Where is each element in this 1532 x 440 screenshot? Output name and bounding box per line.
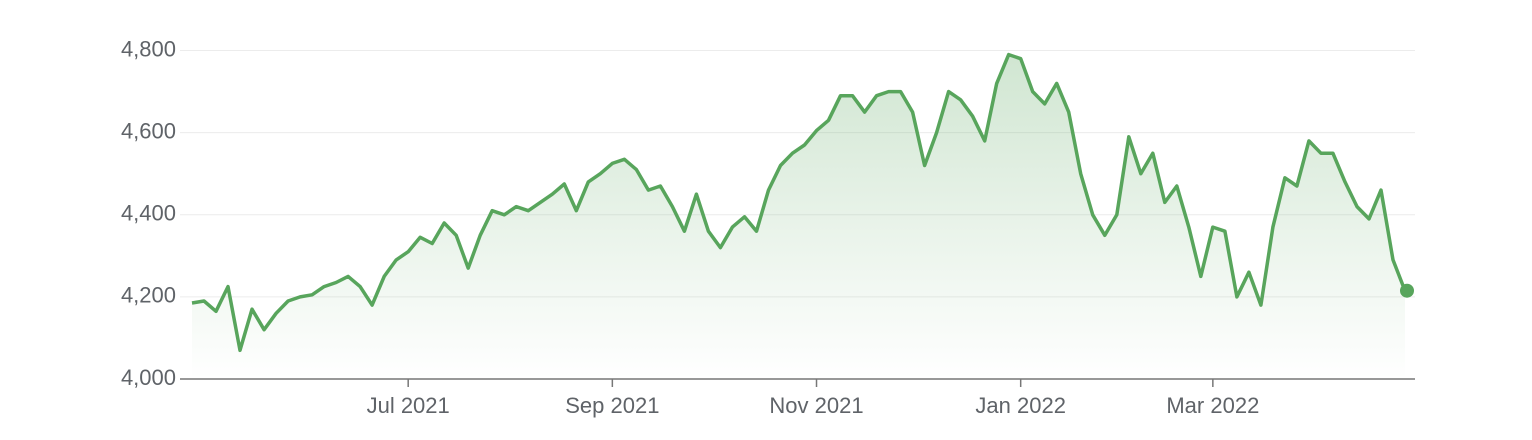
y-tick-label: 4,600 bbox=[121, 118, 176, 143]
line bbox=[191, 52, 1407, 353]
x-tick-label: Jul 2021 bbox=[367, 393, 450, 418]
x-tick-label: Mar 2022 bbox=[1166, 393, 1259, 418]
x-tick-label: Sep 2021 bbox=[565, 393, 659, 418]
end-dot bbox=[1400, 283, 1414, 298]
x-tick-label: Nov 2021 bbox=[769, 393, 863, 418]
y-tick-label: 4,200 bbox=[121, 283, 176, 308]
y-tick-label: 4,800 bbox=[121, 36, 176, 61]
area bbox=[192, 54, 1405, 379]
x-tick-label: Jan 2022 bbox=[975, 393, 1066, 418]
y-tick-label: 4,000 bbox=[121, 365, 176, 390]
y-tick-label: 4,400 bbox=[121, 201, 176, 226]
